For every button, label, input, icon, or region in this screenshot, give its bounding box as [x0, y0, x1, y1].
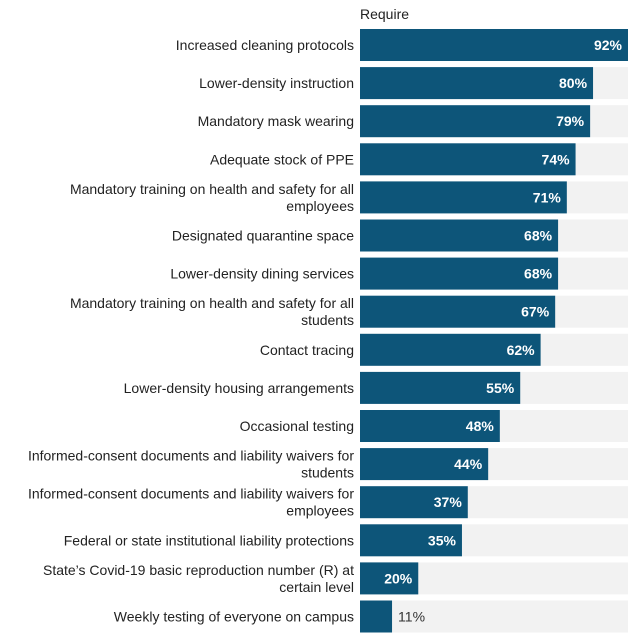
bar-row: Mandatory mask wearing 79%	[198, 105, 628, 138]
bar	[360, 105, 591, 138]
bar	[360, 524, 462, 557]
bar-row: Occasional testing 48%	[240, 410, 628, 442]
bar-row: Mandatory training on health and safety …	[70, 295, 628, 328]
category-label-line: Weekly testing of everyone on campus	[114, 609, 354, 625]
category-label-line: students	[301, 312, 354, 328]
category-label: Mandatory mask wearing	[198, 113, 354, 129]
bar	[360, 562, 419, 595]
category-label: Lower-density instruction	[199, 75, 354, 91]
bar-row: State’s Covid-19 basic reproduction numb…	[43, 562, 628, 595]
category-label: Weekly testing of everyone on campus	[114, 609, 354, 625]
value-label: 44%	[454, 456, 483, 472]
category-label-line: Contact tracing	[260, 342, 354, 358]
bar-row: Contact tracing 62%	[260, 333, 628, 366]
category-label: Increased cleaning protocols	[176, 37, 354, 53]
value-label: 74%	[542, 151, 571, 167]
bar-row: Lower-density instruction 80%	[199, 67, 628, 100]
bar	[360, 333, 541, 366]
bar	[360, 219, 559, 252]
category-label-line: employees	[286, 503, 354, 519]
category-label-line: employees	[286, 198, 354, 214]
value-label: 35%	[428, 532, 457, 548]
category-label: State’s Covid-19 basic reproduction numb…	[43, 562, 354, 595]
column-header: Require	[360, 6, 409, 22]
value-label: 20%	[384, 570, 413, 586]
bar	[360, 295, 556, 328]
value-label: 62%	[507, 342, 536, 358]
category-label: Mandatory training on health and safety …	[70, 295, 354, 328]
bar-row: Lower-density dining services 68%	[170, 257, 628, 290]
category-label-line: Mandatory training on health and safety …	[70, 181, 354, 197]
value-label: 55%	[486, 380, 515, 396]
category-label-line: Adequate stock of PPE	[210, 151, 354, 167]
category-label: Designated quarantine space	[172, 228, 354, 244]
value-label: 80%	[559, 75, 588, 91]
bar	[360, 371, 521, 404]
value-label: 79%	[556, 113, 585, 129]
category-label: Informed-consent documents and liability…	[28, 486, 354, 519]
bar-row: Informed-consent documents and liability…	[28, 448, 628, 481]
bar-row: Federal or state institutional liability…	[64, 524, 628, 557]
bar-row: Designated quarantine space 68%	[172, 219, 628, 252]
bar	[360, 600, 393, 633]
category-label: Lower-density housing arrangements	[124, 380, 354, 396]
category-label-line: Lower-density dining services	[170, 266, 354, 282]
category-label-line: Lower-density housing arrangements	[124, 380, 354, 396]
bar	[360, 67, 594, 100]
bar	[360, 143, 576, 176]
bar	[360, 257, 559, 290]
category-label-line: Occasional testing	[240, 418, 354, 434]
value-label: 68%	[524, 228, 553, 244]
category-label-line: Informed-consent documents and liability…	[28, 448, 354, 464]
category-label-line: certain level	[279, 579, 354, 595]
value-label: 37%	[434, 494, 463, 510]
category-label: Mandatory training on health and safety …	[70, 181, 354, 214]
bar	[360, 181, 567, 214]
category-label-line: State’s Covid-19 basic reproduction numb…	[43, 562, 354, 578]
category-label: Federal or state institutional liability…	[64, 532, 354, 548]
category-label-line: Designated quarantine space	[172, 228, 354, 244]
value-label: 48%	[466, 418, 495, 434]
bar	[360, 448, 489, 481]
value-label: 11%	[398, 609, 425, 625]
category-label: Contact tracing	[260, 342, 354, 358]
value-label: 92%	[594, 37, 623, 53]
category-label-line: Mandatory training on health and safety …	[70, 295, 354, 311]
bar	[360, 486, 468, 519]
value-label: 67%	[521, 304, 550, 320]
value-label: 68%	[524, 266, 553, 282]
bar-row: Mandatory training on health and safety …	[70, 181, 628, 214]
bar	[360, 410, 500, 442]
category-label-line: Lower-density instruction	[199, 75, 354, 91]
bar-row: Increased cleaning protocols 92%	[176, 29, 628, 61]
category-label: Informed-consent documents and liability…	[28, 448, 354, 481]
category-label-line: Increased cleaning protocols	[176, 37, 354, 53]
value-label: 71%	[533, 189, 562, 205]
bar-row: Lower-density housing arrangements 55%	[124, 371, 628, 404]
bar-rows: Increased cleaning protocols 92% Lower-den…	[28, 29, 628, 633]
bar-track	[360, 600, 628, 633]
category-label-line: Informed-consent documents and liability…	[28, 486, 354, 502]
bar-row: Informed-consent documents and liability…	[28, 486, 628, 519]
category-label-line: Federal or state institutional liability…	[64, 532, 354, 548]
bar	[360, 29, 628, 61]
category-label-line: Mandatory mask wearing	[198, 113, 354, 129]
category-label: Lower-density dining services	[170, 266, 354, 282]
category-label: Occasional testing	[240, 418, 354, 434]
category-label-line: students	[301, 465, 354, 481]
bar-row: Adequate stock of PPE 74%	[210, 143, 628, 176]
bar-row: Weekly testing of everyone on campus 11%	[114, 600, 628, 633]
category-label: Adequate stock of PPE	[210, 151, 354, 167]
